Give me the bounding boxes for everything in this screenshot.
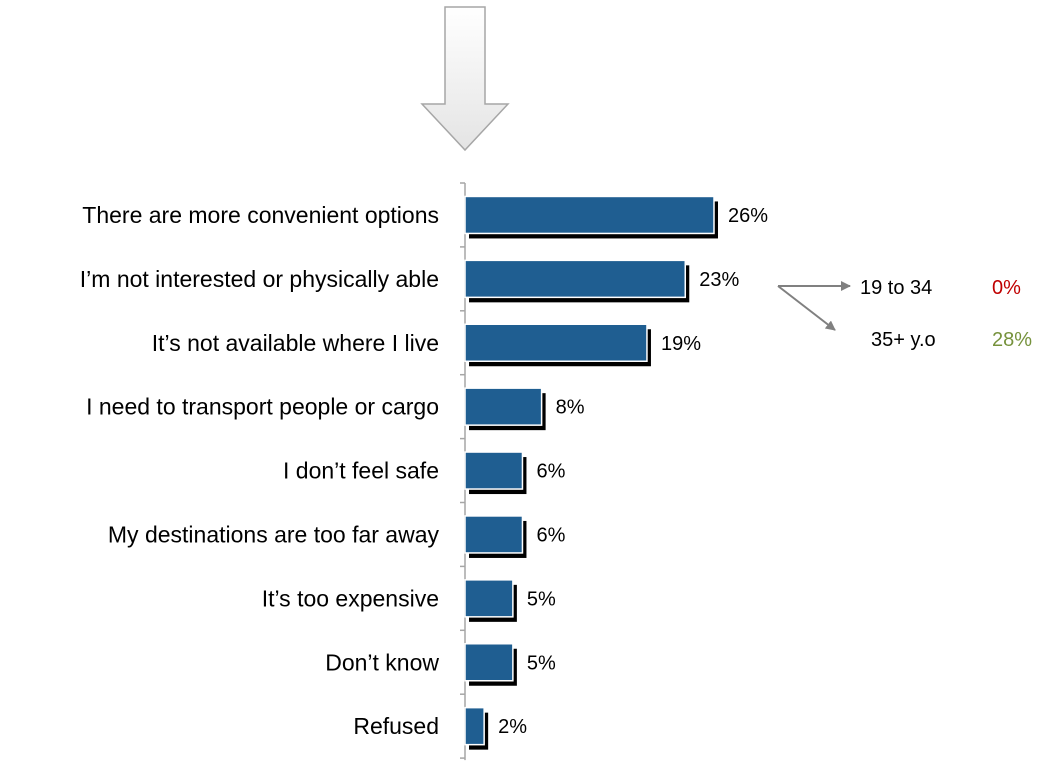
down-arrow-icon	[420, 6, 510, 152]
value-label: 2%	[498, 716, 527, 738]
value-label: 26%	[728, 205, 768, 227]
bar-item: 19% It’s not available where I live	[152, 323, 701, 367]
bar	[464, 706, 485, 746]
category-label: I need to transport people or cargo	[86, 394, 439, 420]
bar-item: 6% My destinations are too far away	[108, 515, 566, 558]
bar	[464, 451, 524, 490]
breakdown-value-young: 0%	[992, 277, 1021, 299]
bar	[464, 259, 687, 299]
category-label: It’s not available where I live	[152, 330, 439, 356]
category-label: Refused	[353, 713, 439, 739]
bar	[464, 579, 514, 618]
value-label: 6%	[536, 461, 565, 483]
bar-item: 23% I’m not interested or physically able	[80, 259, 740, 303]
category-label: There are more convenient options	[82, 202, 439, 228]
bar	[464, 643, 514, 682]
bar-item: 2% Refused	[353, 706, 527, 750]
bar	[464, 323, 648, 362]
category-label: Don’t know	[325, 649, 439, 675]
bar-item: 6% I don’t feel safe	[283, 451, 566, 495]
breakdown-arrow-lower	[777, 285, 836, 331]
value-label: 23%	[699, 269, 739, 291]
bars-group: 26% There are more convenient options 23% I…	[80, 195, 768, 750]
breakdown-value-older: 28%	[992, 329, 1032, 351]
category-label: It’s too expensive	[262, 585, 439, 611]
value-label: 19%	[661, 333, 701, 355]
bar-item: 26% There are more convenient options	[82, 195, 768, 239]
value-label: 8%	[556, 397, 585, 419]
bar	[464, 387, 543, 426]
category-label: I’m not interested or physically able	[80, 266, 439, 292]
value-label: 5%	[527, 652, 556, 674]
bar-item: 5% Don’t know	[325, 643, 556, 686]
bar-item: 5% It’s too expensive	[262, 579, 556, 622]
bar-item: 8% I need to transport people or cargo	[86, 387, 585, 431]
category-axis	[460, 182, 466, 761]
value-label: 6%	[536, 524, 565, 546]
breakdown-annotation: 19 to 34 0% 35+ y.o 28%	[777, 277, 1032, 351]
breakdown-label-older: 35+ y.o	[871, 329, 936, 351]
bar	[464, 195, 715, 235]
breakdown-label-young: 19 to 34	[860, 277, 932, 299]
value-label: 5%	[527, 588, 556, 610]
category-label: My destinations are too far away	[108, 521, 440, 547]
category-label: I don’t feel safe	[283, 458, 439, 484]
bar	[464, 515, 524, 554]
